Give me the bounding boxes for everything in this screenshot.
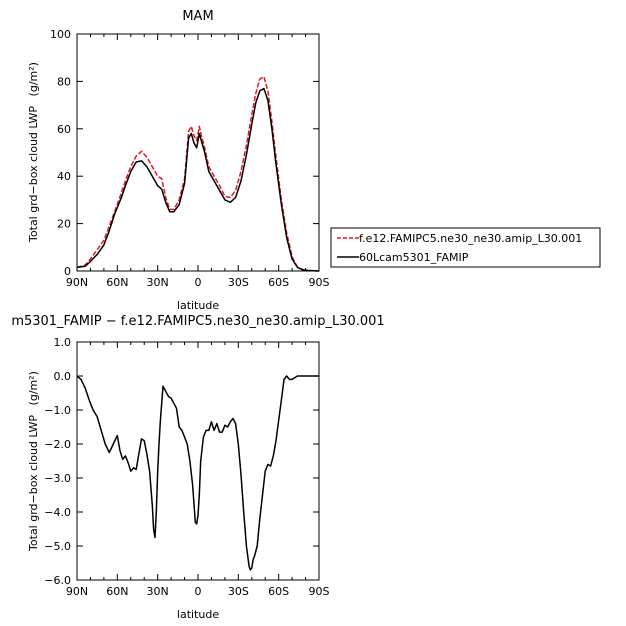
bottom-y-tick-label: −4.0 xyxy=(44,506,71,519)
top-y-tick-label: 20 xyxy=(57,218,71,231)
legend-label-series-1: f.e12.FAMIPC5.ne30_ne30.amip_L30.001 xyxy=(359,232,582,245)
bottom-y-tick-label: −5.0 xyxy=(44,540,71,553)
top-panel: MAM Total grd−box cloud LWP (g/m²) 0 20 40… xyxy=(27,9,330,312)
bottom-y-axis-label-text: Total grd−box cloud LWP xyxy=(27,415,40,552)
top-x-tick-label: 90N xyxy=(66,276,88,289)
top-y-axis-label-unit: (g/m²) xyxy=(27,62,40,96)
bottom-y-axis-label: Total grd−box cloud LWP (g/m²) xyxy=(27,371,40,552)
top-y-tick-label: 100 xyxy=(50,28,71,41)
bottom-y-axis-label-unit: (g/m²) xyxy=(27,371,40,405)
bottom-x-tick-label: 60N xyxy=(106,585,128,598)
top-y-tick-label: 0 xyxy=(64,265,71,278)
bottom-y-tick-label: −1.0 xyxy=(44,404,71,417)
bottom-x-tick-label: 0 xyxy=(195,585,202,598)
top-series-line-2 xyxy=(76,87,320,272)
bottom-x-tick-label: 30S xyxy=(228,585,249,598)
bottom-plot-content: −6.0 −5.0 −4.0 −3.0 −2.0 −1.0 0.0 1.0 90N 60N 30N 0… xyxy=(44,336,329,598)
bottom-x-tick-label: 30N xyxy=(147,585,169,598)
top-x-tick-label: 60N xyxy=(106,276,128,289)
bottom-panel: m5301_FAMIP − f.e12.FAMIPC5.ne30_ne30.am… xyxy=(11,314,384,621)
top-y-axis-label-group: Total grd−box cloud LWP (g/m²) xyxy=(27,62,40,243)
top-chart-title: MAM xyxy=(182,9,213,24)
top-y-axis-label-text: Total grd−box cloud LWP xyxy=(27,106,40,243)
bottom-plot-frame xyxy=(76,341,320,581)
top-x-tick-label: 30N xyxy=(147,276,169,289)
top-x-tick-label: 30S xyxy=(228,276,249,289)
bottom-chart-title: m5301_FAMIP − f.e12.FAMIPC5.ne30_ne30.am… xyxy=(11,314,384,329)
top-x-axis-label: latitude xyxy=(177,299,219,312)
bottom-y-tick-label: −6.0 xyxy=(44,574,71,587)
top-plot-frame xyxy=(76,33,320,272)
bottom-x-axis-label: latitude xyxy=(177,608,219,621)
top-y-tick-label: 60 xyxy=(57,123,71,136)
legend-label-series-2: 60Lcam5301_FAMIP xyxy=(359,251,469,264)
top-x-tick-label: 0 xyxy=(195,276,202,289)
legend: f.e12.FAMIPC5.ne30_ne30.amip_L30.001 60L… xyxy=(330,227,601,268)
top-y-tick-label: 80 xyxy=(57,75,71,88)
top-x-tick-label: 90S xyxy=(309,276,330,289)
bottom-y-axis-label-group: Total grd−box cloud LWP (g/m²) xyxy=(27,371,40,552)
top-plot-content: 0 20 40 60 80 100 90N 60N 30N 0 30S 60S 90S xyxy=(50,28,330,289)
bottom-x-tick-label: 90S xyxy=(309,585,330,598)
top-series-line-1 xyxy=(76,75,320,272)
top-y-axis-label: Total grd−box cloud LWP (g/m²) xyxy=(27,62,40,243)
bottom-y-tick-label: 0.0 xyxy=(54,370,72,383)
bottom-y-tick-label: 1.0 xyxy=(54,336,72,349)
bottom-x-tick-label: 90N xyxy=(66,585,88,598)
bottom-y-tick-label: −2.0 xyxy=(44,438,71,451)
top-y-tick-label: 40 xyxy=(57,170,71,183)
bottom-series-line-1 xyxy=(76,375,319,571)
top-x-tick-label: 60S xyxy=(268,276,289,289)
legend-box xyxy=(330,227,601,268)
bottom-y-tick-label: −3.0 xyxy=(44,472,71,485)
bottom-x-tick-label: 60S xyxy=(268,585,289,598)
